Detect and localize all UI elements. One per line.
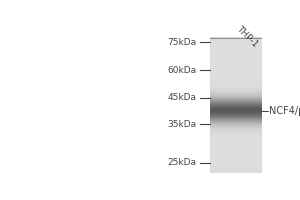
Text: THP-1: THP-1 (235, 24, 260, 49)
Text: 25kDa: 25kDa (168, 158, 197, 167)
Text: 45kDa: 45kDa (168, 93, 197, 102)
Text: 75kDa: 75kDa (168, 38, 197, 47)
Text: 60kDa: 60kDa (168, 66, 197, 75)
Text: 35kDa: 35kDa (168, 120, 197, 129)
Text: NCF4/p40-phox: NCF4/p40-phox (269, 106, 300, 116)
